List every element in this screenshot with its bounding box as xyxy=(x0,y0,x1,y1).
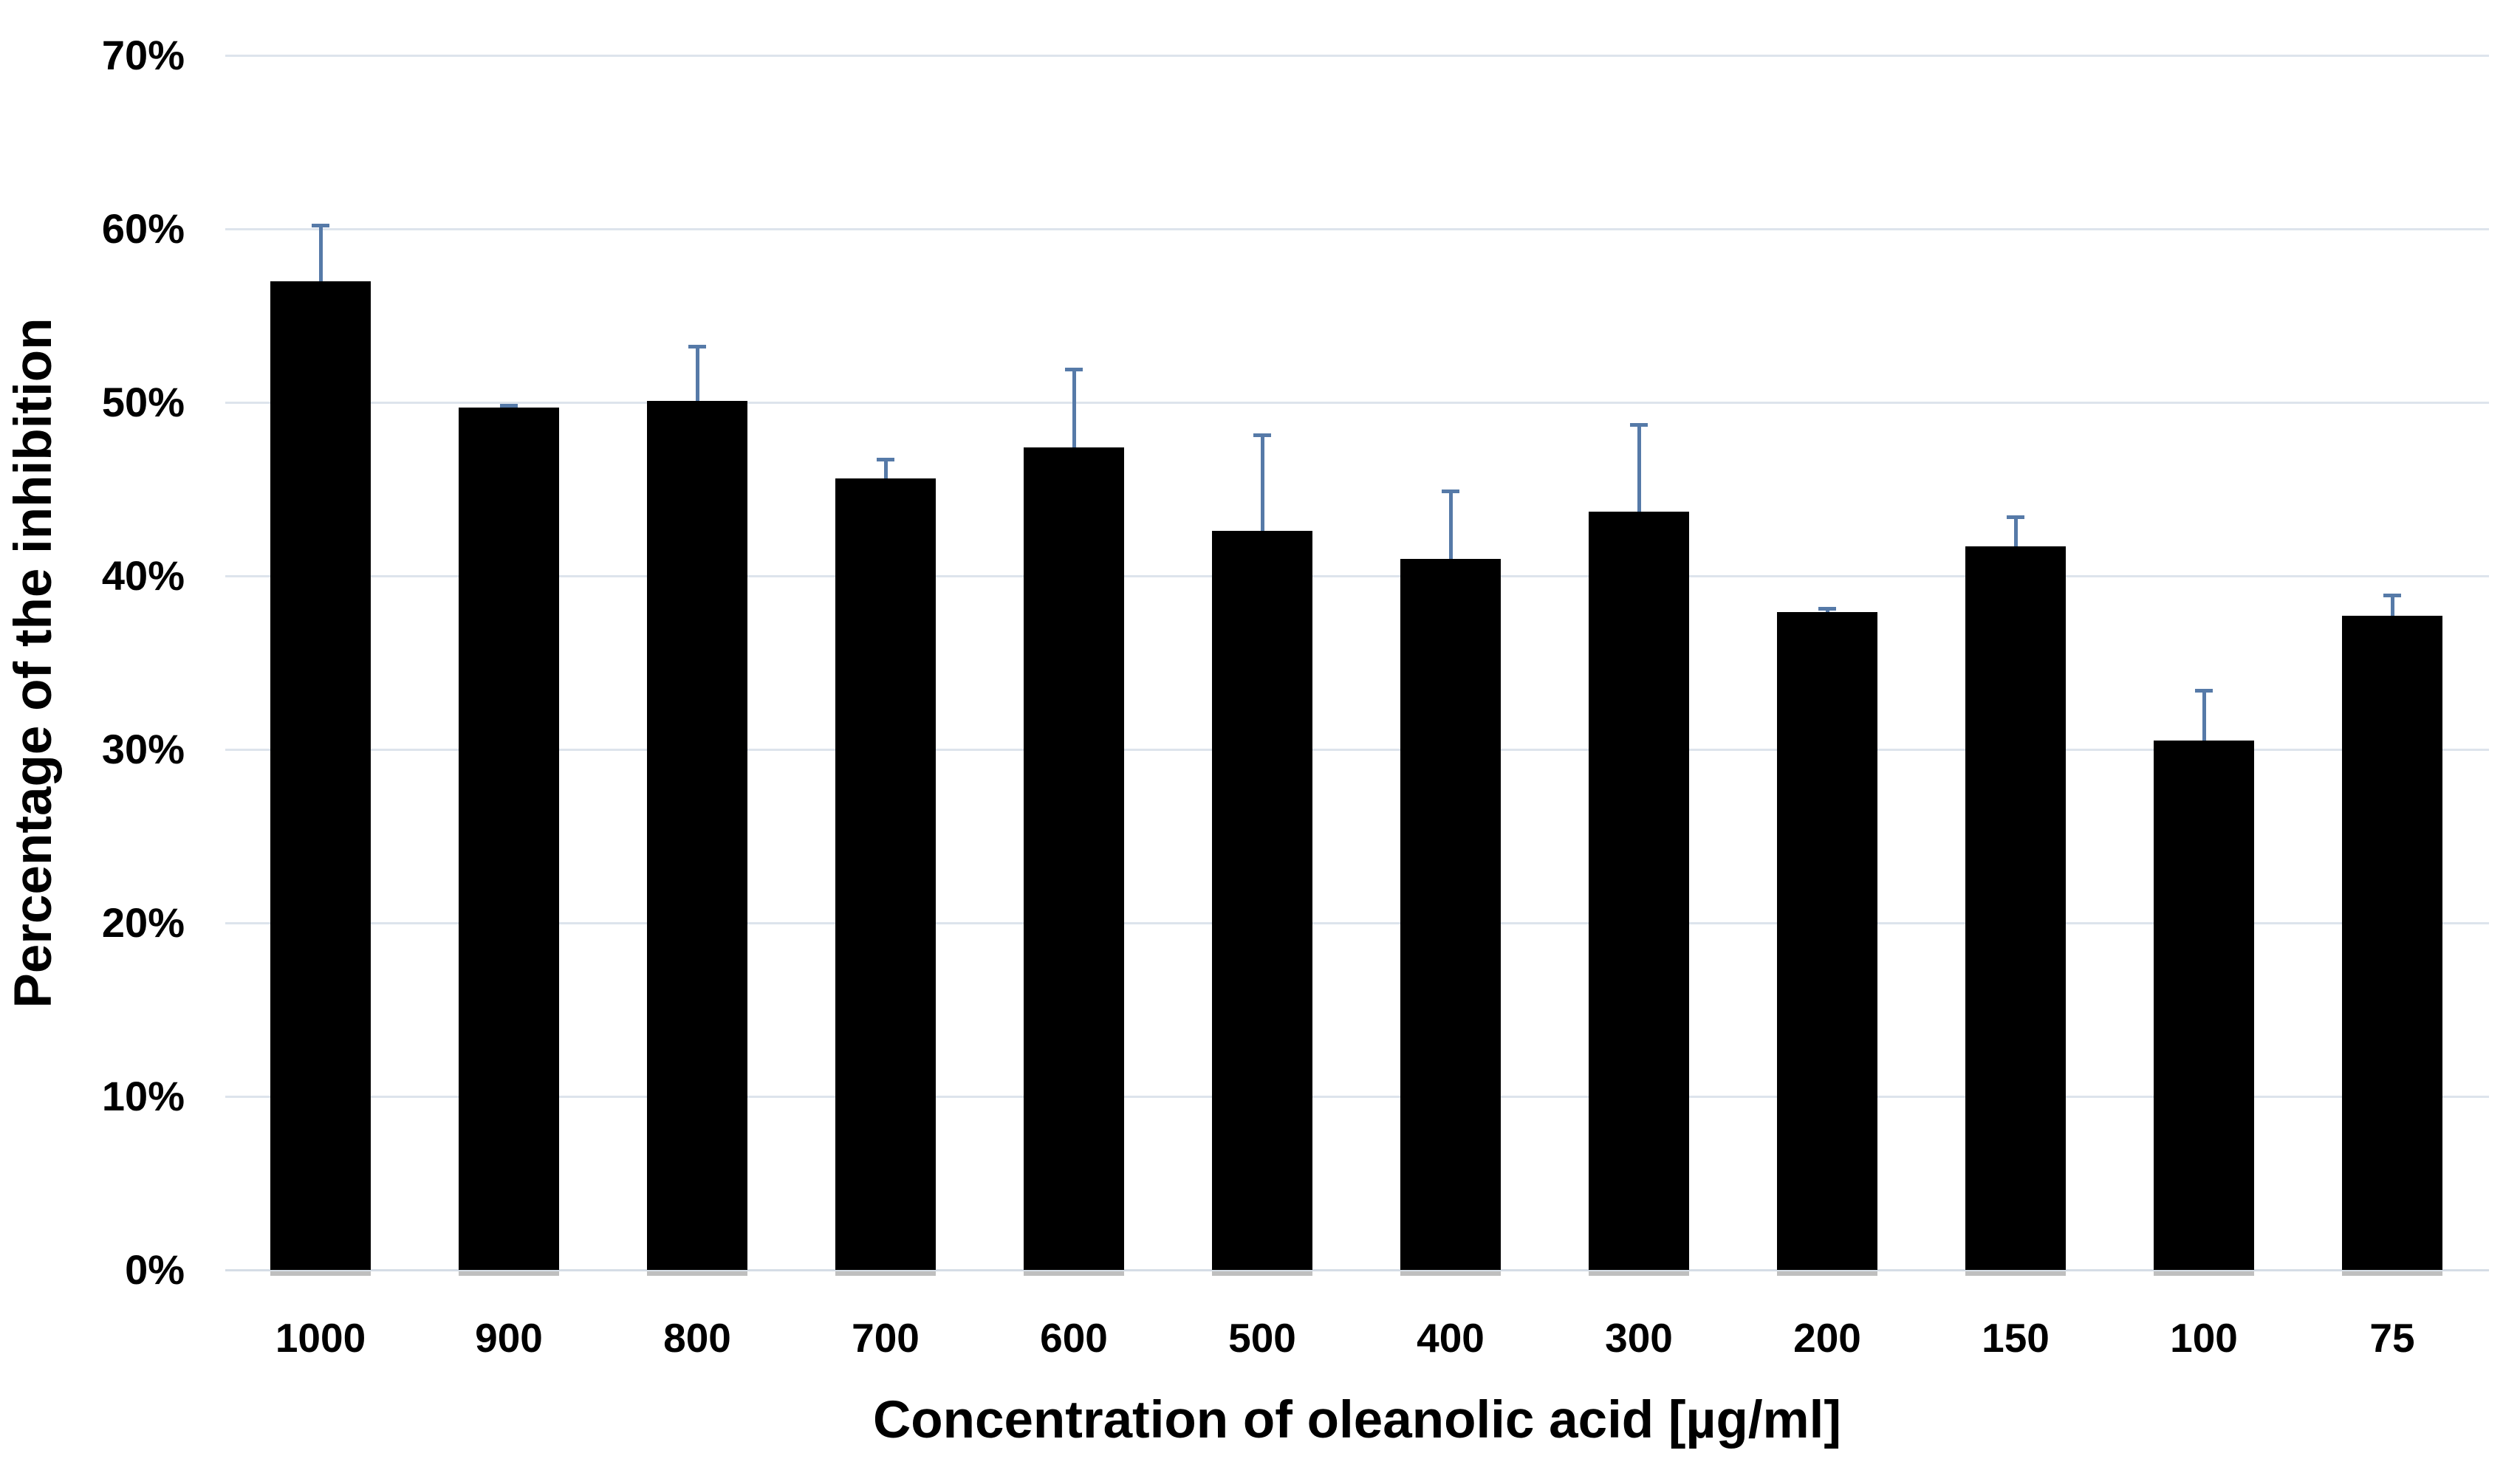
x-tick-label-400: 400 xyxy=(1417,1315,1485,1361)
x-axis-line xyxy=(225,1268,2489,1271)
error-bar-stem xyxy=(696,348,699,413)
error-bar-cap xyxy=(688,345,706,349)
bar-75 xyxy=(2342,616,2442,1270)
error-bar-cap xyxy=(1630,423,1648,427)
bar-300 xyxy=(1589,512,1689,1270)
bar-baseline-shadow xyxy=(2154,1271,2254,1276)
y-tick-label: 10% xyxy=(101,1073,185,1119)
x-tick-label-900: 900 xyxy=(475,1315,543,1361)
error-bar-cap xyxy=(2195,688,2213,693)
error-bar-cap xyxy=(500,404,518,408)
bar-baseline-shadow xyxy=(647,1271,747,1276)
bar-800 xyxy=(647,400,747,1270)
bar-baseline-shadow xyxy=(1212,1271,1312,1276)
error-bar-stem xyxy=(2391,597,2394,628)
gridline xyxy=(225,401,2489,404)
error-bar-stem xyxy=(1449,492,1453,571)
x-tick-label-200: 200 xyxy=(1793,1315,1861,1361)
gridline xyxy=(225,574,2489,577)
x-tick-label-1000: 1000 xyxy=(275,1315,366,1361)
y-tick-label: 0% xyxy=(125,1246,185,1293)
y-tick-label: 60% xyxy=(101,205,185,252)
bar-baseline-shadow xyxy=(1589,1271,1689,1276)
y-tick-label: 50% xyxy=(101,379,185,425)
bar-baseline-shadow xyxy=(459,1271,559,1276)
error-bar-cap xyxy=(1253,433,1271,438)
bar-baseline-shadow xyxy=(1400,1271,1501,1276)
x-tick-label-500: 500 xyxy=(1228,1315,1296,1361)
bar-baseline-shadow xyxy=(2342,1271,2442,1276)
error-bar-stem xyxy=(1637,427,1641,524)
x-tick-label-700: 700 xyxy=(852,1315,920,1361)
gridline xyxy=(225,1095,2489,1098)
bar-baseline-shadow xyxy=(1777,1271,1877,1276)
y-tick-label: 40% xyxy=(101,552,185,599)
error-bar-stem xyxy=(319,227,323,293)
x-tick-label-75: 75 xyxy=(2369,1315,2415,1361)
bar-baseline-shadow xyxy=(1024,1271,1124,1276)
gridline xyxy=(225,748,2489,751)
x-tick-label-300: 300 xyxy=(1605,1315,1673,1361)
error-bar-cap xyxy=(2383,593,2401,597)
error-bar-cap xyxy=(877,458,894,462)
bar-900 xyxy=(459,408,559,1270)
gridline xyxy=(225,227,2489,230)
error-bar-cap xyxy=(2007,515,2024,519)
bar-600 xyxy=(1024,447,1124,1270)
bar-baseline-shadow xyxy=(1965,1271,2066,1276)
error-bar-stem xyxy=(884,461,888,491)
error-bar-stem xyxy=(2202,692,2206,753)
y-tick-label: 70% xyxy=(101,32,185,78)
gridline xyxy=(225,54,2489,57)
error-bar-stem xyxy=(1261,437,1264,543)
bar-200 xyxy=(1777,612,1877,1270)
x-tick-label-150: 150 xyxy=(1982,1315,2050,1361)
bar-400 xyxy=(1400,558,1501,1270)
error-bar-cap xyxy=(1818,607,1836,611)
y-tick-label: 30% xyxy=(101,726,185,772)
bar-baseline-shadow xyxy=(270,1271,371,1276)
bar-1000 xyxy=(270,281,371,1270)
bar-500 xyxy=(1212,530,1312,1270)
error-bar-cap xyxy=(1442,489,1459,493)
bar-150 xyxy=(1965,546,2066,1270)
x-axis-title: Concentration of oleanolic acid [µg/ml] xyxy=(872,1391,1842,1449)
x-tick-label-600: 600 xyxy=(1040,1315,1108,1361)
error-bar-stem xyxy=(2014,518,2018,559)
bar-baseline-shadow xyxy=(835,1271,936,1276)
error-bar-cap xyxy=(312,223,329,227)
gridline xyxy=(225,921,2489,924)
bar-700 xyxy=(835,478,936,1270)
error-bar-stem xyxy=(1072,371,1076,460)
y-tick-label: 20% xyxy=(101,899,185,946)
bar-100 xyxy=(2154,741,2254,1270)
error-bar-cap xyxy=(1065,368,1083,371)
x-tick-label-100: 100 xyxy=(2170,1315,2238,1361)
x-tick-label-800: 800 xyxy=(663,1315,731,1361)
